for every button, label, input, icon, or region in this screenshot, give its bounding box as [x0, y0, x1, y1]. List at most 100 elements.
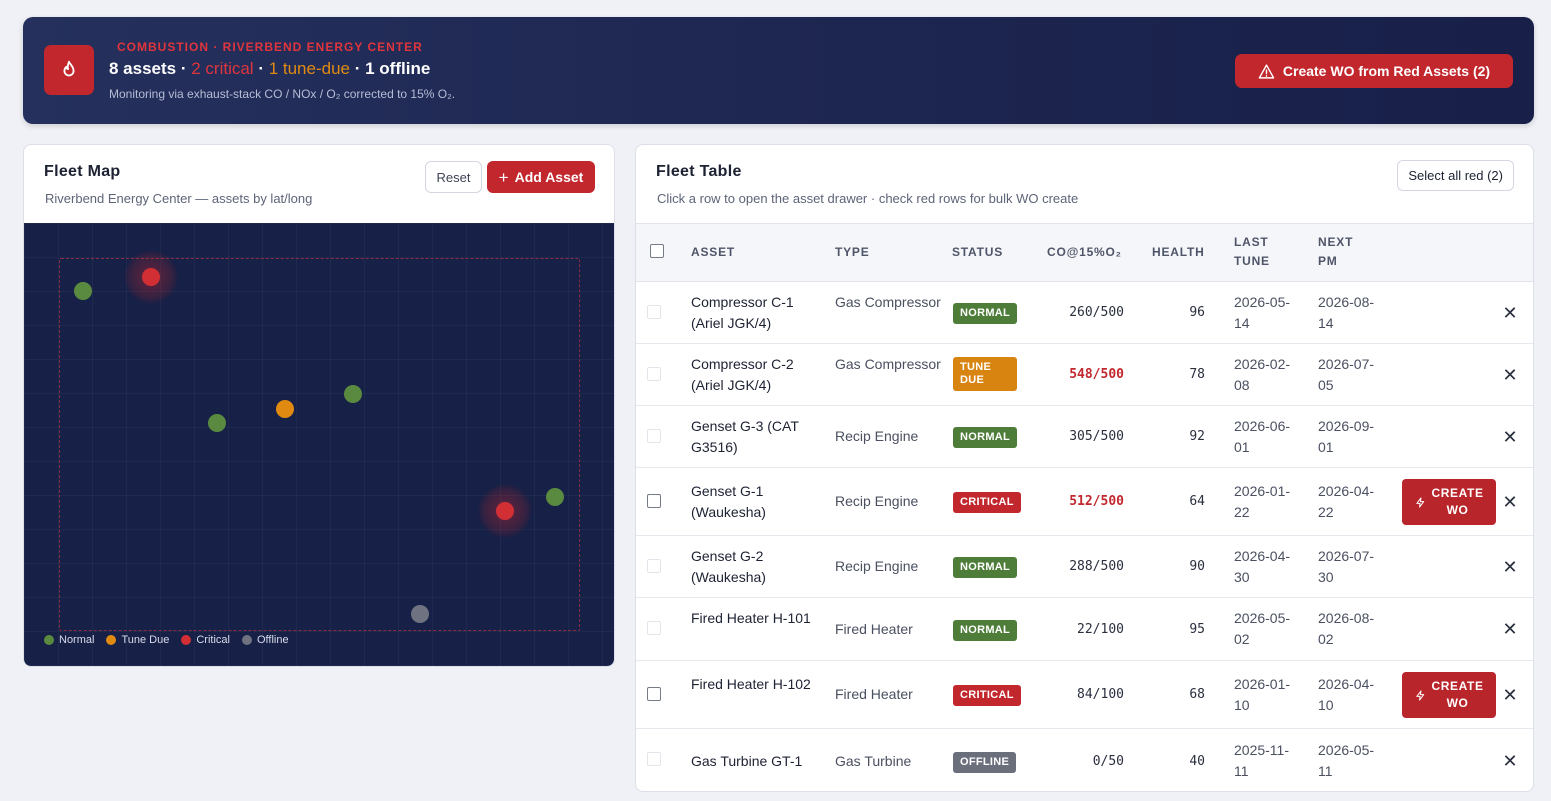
co-reading: 305/500	[1069, 429, 1124, 444]
close-icon[interactable]: ✕	[1502, 303, 1518, 323]
asset-type: Gas Compressor	[835, 356, 941, 372]
close-icon[interactable]: ✕	[1502, 427, 1518, 447]
co-reading: 0/50	[1092, 754, 1124, 769]
offline-count: 1 offline	[365, 59, 431, 78]
table-row[interactable]: Genset G-3 (CAT G3516) Recip Engine NORM…	[636, 406, 1533, 468]
tune-due-count: 1 tune-due	[268, 59, 350, 78]
map-marker-normal[interactable]	[344, 385, 362, 403]
row-checkbox	[647, 621, 661, 635]
asset-name: Fired Heater H-102	[691, 676, 811, 692]
health-score: 90	[1189, 559, 1205, 574]
create-wo-button[interactable]: CREATE WO	[1402, 672, 1496, 718]
co-reading: 288/500	[1069, 559, 1124, 574]
table-row[interactable]: Genset G-2 (Waukesha) Recip Engine NORMA…	[636, 536, 1533, 598]
select-all-checkbox[interactable]	[650, 244, 664, 258]
fleet-table-card: Fleet Table Click a row to open the asse…	[635, 144, 1534, 792]
close-icon[interactable]: ✕	[1502, 365, 1518, 385]
col-co[interactable]: CO@15%O₂	[1047, 245, 1122, 259]
asset-type: Gas Turbine	[835, 753, 912, 769]
fleet-table-subtitle: Click a row to open the asset drawer · c…	[657, 191, 1079, 206]
select-all-red-button[interactable]: Select all red (2)	[1397, 160, 1514, 191]
next-pm-date: 2026-04-22	[1318, 483, 1375, 520]
map-marker-offline[interactable]	[411, 605, 429, 623]
legend-offline: Offline	[241, 634, 289, 646]
asset-type: Recip Engine	[835, 558, 919, 574]
table-row[interactable]: Gas Turbine GT-1 Gas Turbine OFFLINE 0/5…	[636, 729, 1533, 791]
health-score: 78	[1189, 367, 1205, 382]
co-reading: 84/100	[1077, 687, 1124, 702]
header-eyebrow: COMBUSTION · RIVERBEND ENERGY CENTER	[117, 40, 423, 54]
header-banner: COMBUSTION · RIVERBEND ENERGY CENTER 8 a…	[23, 17, 1534, 124]
table-row[interactable]: Compressor C-1 (Ariel JGK/4) Gas Compres…	[636, 282, 1533, 344]
site-boundary	[59, 258, 580, 631]
next-pm-date: 2026-05-11	[1318, 742, 1375, 779]
close-icon[interactable]: ✕	[1502, 557, 1518, 577]
last-tune-date: 2026-06-01	[1234, 418, 1291, 455]
fleet-table-title: Fleet Table	[656, 163, 742, 180]
reset-button[interactable]: Reset	[425, 161, 482, 193]
map-marker-tune-due[interactable]	[276, 400, 294, 418]
co-reading: 260/500	[1069, 305, 1124, 320]
fleet-map-title: Fleet Map	[44, 163, 121, 180]
lightning-icon	[1415, 496, 1424, 508]
map-marker-critical[interactable]	[496, 502, 514, 520]
add-asset-button[interactable]: + Add Asset	[487, 161, 595, 193]
col-asset[interactable]: ASSET	[691, 245, 736, 259]
status-badge: CRITICAL	[953, 492, 1021, 513]
asset-type: Recip Engine	[835, 428, 919, 444]
map-marker-normal[interactable]	[74, 282, 92, 300]
next-pm-date: 2026-07-30	[1318, 548, 1375, 585]
col-type[interactable]: TYPE	[835, 245, 870, 259]
lightning-icon	[1415, 689, 1424, 701]
fleet-summary: 8 assets · 2 critical · 1 tune-due · 1 o…	[109, 59, 431, 78]
asset-name: Genset G-1 (Waukesha)	[691, 483, 766, 520]
last-tune-date: 2025-11-11	[1234, 742, 1290, 779]
map-marker-normal[interactable]	[546, 488, 564, 506]
legend-tune-due: Tune Due	[106, 634, 169, 646]
last-tune-date: 2026-02-08	[1234, 356, 1291, 393]
col-status[interactable]: STATUS	[952, 245, 1004, 259]
table-row[interactable]: Fired Heater H-102 Fired Heater CRITICAL…	[636, 661, 1533, 729]
asset-name: Genset G-3 (CAT G3516)	[691, 418, 799, 455]
row-checkbox[interactable]	[647, 494, 661, 508]
col-health[interactable]: HEALTH	[1152, 245, 1205, 259]
status-badge: OFFLINE	[953, 752, 1017, 773]
next-pm-date: 2026-07-05	[1318, 356, 1375, 393]
status-badge: NORMAL	[953, 303, 1018, 324]
col-next-pm[interactable]: NEXT PM	[1318, 235, 1354, 268]
asset-name: Compressor C-1 (Ariel JGK/4)	[691, 294, 794, 331]
row-checkbox	[647, 752, 661, 766]
flame-icon	[44, 45, 94, 95]
last-tune-date: 2026-01-22	[1234, 483, 1291, 520]
asset-type: Gas Compressor	[835, 294, 941, 310]
row-checkbox	[647, 367, 661, 381]
table-row[interactable]: Compressor C-2 (Ariel JGK/4) Gas Compres…	[636, 344, 1533, 406]
plus-icon: +	[498, 167, 509, 187]
health-score: 92	[1189, 429, 1205, 444]
close-icon[interactable]: ✕	[1502, 492, 1518, 512]
warning-icon	[1258, 63, 1275, 79]
map-legend: Normal Tune Due Critical Offline	[44, 634, 289, 646]
health-score: 95	[1189, 622, 1205, 637]
row-checkbox[interactable]	[647, 687, 661, 701]
asset-type: Recip Engine	[835, 493, 919, 509]
map-marker-normal[interactable]	[208, 414, 226, 432]
table-row[interactable]: Fired Heater H-101 Fired Heater NORMAL 2…	[636, 598, 1533, 661]
row-checkbox	[647, 429, 661, 443]
asset-name: Fired Heater H-101	[691, 610, 811, 626]
create-wo-button[interactable]: CREATE WO	[1402, 479, 1496, 525]
col-last-tune[interactable]: LAST TUNE	[1234, 235, 1270, 268]
next-pm-date: 2026-08-02	[1318, 610, 1375, 647]
create-wo-red-assets-button[interactable]: Create WO from Red Assets (2)	[1235, 54, 1513, 88]
close-icon[interactable]: ✕	[1502, 685, 1518, 705]
co-reading: 548/500	[1069, 367, 1124, 382]
close-icon[interactable]: ✕	[1502, 751, 1518, 771]
health-score: 64	[1189, 494, 1205, 509]
map-marker-critical[interactable]	[142, 268, 160, 286]
table-row[interactable]: Genset G-1 (Waukesha) Recip Engine CRITI…	[636, 468, 1533, 536]
fleet-map[interactable]: Normal Tune Due Critical Offline	[24, 223, 614, 666]
assets-count: 8 assets	[109, 59, 177, 78]
close-icon[interactable]: ✕	[1502, 619, 1518, 639]
asset-type: Fired Heater	[835, 686, 913, 702]
co-reading: 512/500	[1069, 494, 1124, 509]
